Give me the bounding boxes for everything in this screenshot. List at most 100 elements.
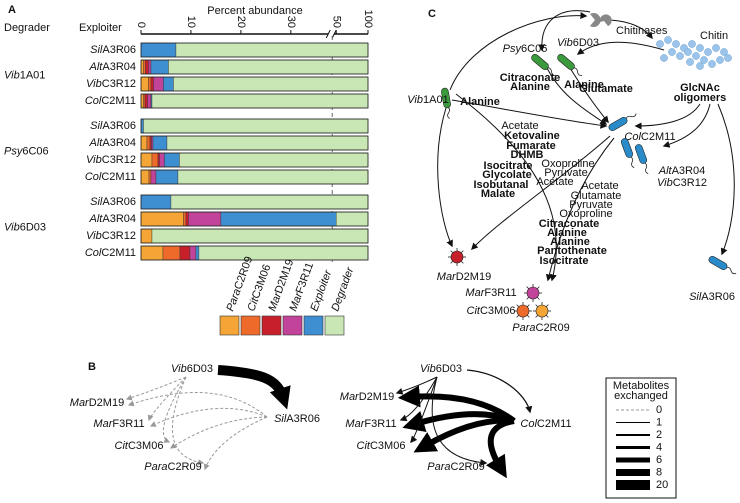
chitin-unit	[676, 52, 684, 60]
cell-label: VibC3R12	[657, 177, 707, 189]
legend-title: Metabolites	[613, 380, 670, 392]
column-header: Exploiter	[79, 22, 122, 34]
chitin-unit	[712, 44, 720, 52]
edge-thin	[410, 376, 438, 444]
metabolite: Acetate	[536, 176, 573, 188]
text-part: Psy	[503, 43, 523, 55]
flagellum	[629, 156, 635, 169]
chitin-unit	[716, 56, 724, 64]
bar-segment	[149, 135, 152, 151]
bar-segment	[151, 152, 159, 168]
text-part: Sil	[274, 413, 287, 425]
text-part: Cit	[357, 440, 371, 452]
text-part: C3R12	[102, 154, 136, 166]
metabolite: Oxoproline	[541, 158, 594, 170]
cell-label: Vib6D03	[557, 37, 599, 49]
category-label: VibC3R12	[86, 154, 136, 166]
chitin-unit	[700, 56, 708, 64]
flagellum	[447, 106, 450, 120]
bar-segment	[145, 59, 149, 75]
bar-segment	[175, 42, 369, 58]
text-part: A3R06	[286, 413, 320, 425]
cell	[620, 138, 635, 169]
bar-segment	[140, 211, 184, 227]
category-label: AltA3R04	[89, 137, 136, 149]
legend-swatch	[240, 315, 261, 336]
flagellum	[725, 266, 737, 275]
metabolite: Isocitrate	[540, 255, 589, 267]
metabolite: Pantothenate	[537, 245, 607, 257]
flow-arrow	[634, 103, 701, 130]
x-tick-label: 20	[235, 16, 247, 28]
category-label: VibC3R12	[86, 230, 136, 242]
text-part: C2R09	[536, 322, 570, 334]
bar-outline	[140, 152, 369, 168]
text-part: A3R06	[701, 291, 735, 303]
cell-spike	[536, 296, 540, 300]
bar-segment	[195, 245, 200, 261]
bar-outline	[140, 59, 369, 75]
cell-spike	[460, 260, 464, 264]
metabolite: Fumarate	[506, 140, 556, 152]
text-part: Sil	[90, 120, 103, 132]
text-part: D2M19	[456, 271, 491, 283]
cell-spike	[545, 304, 549, 308]
cell-spike	[450, 260, 454, 264]
chitin-unit	[688, 40, 696, 48]
chitin-unit	[720, 48, 728, 56]
bar-segment	[140, 194, 172, 210]
bar-segment	[144, 93, 148, 109]
network-node: MarF3R11	[345, 418, 396, 430]
bar-outline	[140, 118, 369, 134]
cell-spike	[460, 250, 464, 254]
flow-arrow	[576, 41, 665, 55]
bar-segment	[185, 211, 189, 227]
bar-segment	[198, 245, 369, 261]
bar-segment	[140, 42, 177, 58]
chitin-unit	[708, 60, 716, 68]
chitin-unit	[668, 48, 676, 56]
text-part: Degrader	[329, 265, 356, 313]
text-part: A3R06	[102, 196, 136, 208]
bar-segment	[150, 76, 154, 92]
text-part: Cit	[115, 440, 129, 452]
cell-spike	[450, 250, 454, 254]
bar-segment	[148, 169, 152, 185]
substrate-label: Chitin	[700, 30, 728, 42]
category-label: AltA3R04	[89, 213, 136, 225]
edge-thin	[395, 376, 438, 395]
text-part: Sil	[689, 291, 702, 303]
bar-outline	[140, 42, 369, 58]
bar-segment	[157, 152, 160, 168]
metabolite: Glutamate	[571, 190, 622, 202]
cell-label: Vib1A01	[407, 94, 448, 106]
flow-arrow	[437, 107, 453, 248]
cell	[514, 302, 532, 320]
bar-segment	[166, 135, 369, 151]
text-part: C3R12	[673, 177, 707, 189]
oligomer-label: oligomers	[674, 92, 727, 104]
text-part: 1A01	[20, 69, 46, 81]
bar-segment	[140, 228, 153, 244]
bar-outline	[140, 211, 369, 227]
text-part: Vib	[557, 37, 573, 49]
network-node: Vib6D03	[171, 363, 213, 375]
column-header: Degrader	[4, 22, 50, 34]
metabolite: Isobutanal	[473, 179, 528, 191]
bar-segment	[159, 152, 165, 168]
cell-label: AltA3R04	[658, 165, 705, 177]
bar-segment	[170, 194, 369, 210]
cell-body	[531, 54, 549, 70]
text-part: 6C06	[22, 145, 48, 157]
cell-body	[608, 116, 628, 132]
group-label: Vib6D03	[4, 221, 46, 233]
metabolite: Acetate	[501, 120, 538, 132]
text-part: Alt	[89, 61, 104, 73]
bar-segment	[163, 76, 174, 92]
network-node: MarF3R11	[93, 418, 144, 430]
bar-segment	[151, 93, 369, 109]
category-label: SilA3R06	[90, 196, 136, 208]
flow-arrow	[569, 67, 609, 124]
cell-spike	[516, 304, 520, 308]
